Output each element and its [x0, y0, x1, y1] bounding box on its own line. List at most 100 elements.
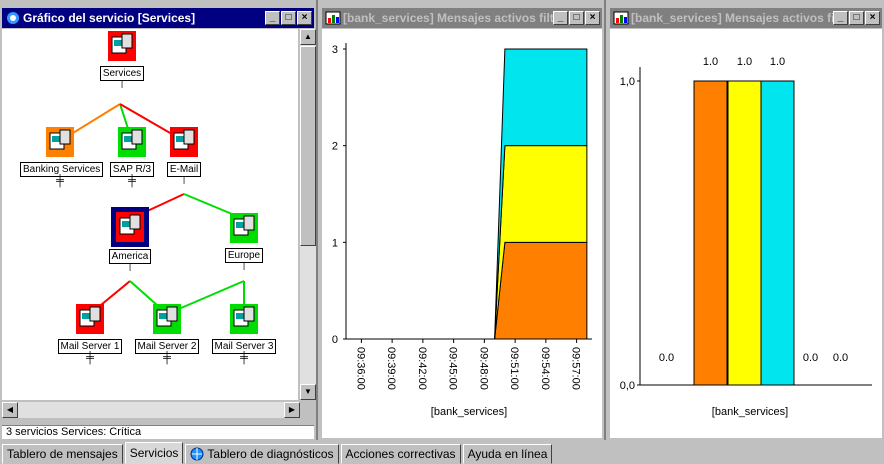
scroll-left-arrow-icon[interactable]: ◀	[2, 402, 18, 418]
expand-toggle-icon[interactable]: ╪	[163, 352, 171, 364]
collapse-toggle-icon[interactable]: ⊤	[117, 79, 127, 91]
tab-message-board[interactable]: Tablero de mensajes	[2, 444, 123, 464]
node-email[interactable]: E-Mail ⊤	[144, 127, 224, 187]
scroll-up-arrow-icon[interactable]: ▲	[300, 29, 316, 45]
node-label: Banking Services	[20, 162, 104, 177]
close-button[interactable]: ×	[585, 11, 600, 25]
tab-label: Servicios	[129, 446, 179, 460]
x-tick-label: 09:57:00	[570, 347, 582, 390]
x-axis-label: [bank_services]	[431, 406, 507, 418]
maximize-button[interactable]: □	[281, 11, 296, 25]
chart-app-icon	[325, 11, 341, 25]
horizontal-scrollbar[interactable]: ◀ ▶	[2, 402, 300, 418]
bar-value-label: 0.0	[833, 352, 848, 364]
node-europe[interactable]: Europe ⊤	[204, 213, 284, 273]
y-tick-label: 0,0	[620, 380, 635, 392]
messages-area-chart-window: [bank_services] Mensajes activos filtrad…	[320, 0, 606, 440]
close-button[interactable]: ×	[865, 11, 880, 25]
area-chart-title: [bank_services] Mensajes activos filtrad…	[343, 11, 553, 25]
node-america[interactable]: America ⊤	[90, 207, 170, 274]
node-label: Mail Server 2	[134, 339, 200, 354]
node-label: Europe	[224, 248, 264, 263]
tab-label: Ayuda en línea	[467, 447, 548, 461]
node-label: SAP R/3	[109, 162, 155, 177]
tab-label: Tablero de mensajes	[7, 447, 118, 461]
service-status-normal-icon	[230, 304, 258, 334]
bar-chart: 0,0 1,0 0.0 1.0 1.0 1.0 0.0 0.0 [bank_services]	[620, 56, 872, 418]
vertical-scrollbar[interactable]: ▲ ▼	[300, 29, 316, 400]
x-tick-label: 09:36:00	[354, 347, 366, 390]
node-mail-server-3[interactable]: Mail Server 3 ╪	[204, 304, 284, 364]
tab-diagnostics-board[interactable]: Tablero de diagnósticos	[185, 444, 339, 464]
y-tick-label: 2	[332, 141, 338, 153]
y-tick-label: 1	[332, 237, 338, 249]
status-bar: 3 servicios Services: Crítica	[2, 425, 314, 439]
x-axis-label: [bank_services]	[712, 406, 788, 418]
bar-value-label: 1.0	[703, 56, 718, 68]
node-label: Services	[99, 66, 145, 81]
service-graph-canvas: Services ⊤ Banking Services ╪ SAP R/3 ╪	[2, 29, 298, 400]
node-sap[interactable]: SAP R/3 ╪	[92, 127, 172, 187]
bar-chart-titlebar[interactable]: [bank_services] Mensajes activos filtrad…	[610, 8, 882, 28]
globe-icon	[190, 447, 204, 461]
service-status-critical-icon	[116, 212, 144, 242]
y-tick-label: 1,0	[620, 76, 635, 88]
bar	[760, 80, 795, 386]
area-series-0	[494, 241, 588, 340]
service-status-normal-icon	[230, 213, 258, 243]
tab-corrective-actions[interactable]: Acciones correctivas	[340, 444, 461, 464]
x-tick-label: 09:48:00	[477, 347, 489, 390]
scroll-thumb[interactable]	[300, 46, 316, 246]
expand-toggle-icon[interactable]: ╪	[240, 352, 248, 364]
bar-chart-title: [bank_services] Mensajes activos filtrad…	[631, 11, 833, 25]
area-series-2	[494, 48, 588, 340]
scroll-down-arrow-icon[interactable]: ▼	[300, 384, 316, 400]
minimize-button[interactable]: _	[833, 11, 848, 25]
maximize-button[interactable]: □	[849, 11, 864, 25]
bar	[693, 80, 728, 386]
node-label: America	[108, 249, 152, 264]
scroll-right-arrow-icon[interactable]: ▶	[284, 402, 300, 418]
x-tick-label: 09:51:00	[508, 347, 520, 390]
service-graph-app-icon	[7, 12, 19, 24]
tab-services[interactable]: Servicios	[124, 442, 184, 464]
y-tick-label: 0	[332, 334, 338, 346]
service-status-normal-icon	[118, 127, 146, 157]
node-services[interactable]: Services ⊤	[82, 31, 162, 91]
expand-toggle-icon[interactable]: ╪	[86, 352, 94, 364]
minimize-button[interactable]: _	[265, 11, 280, 25]
bar-chart-panel: 0,0 1,0 0.0 1.0 1.0 1.0 0.0 0.0 [bank_services]	[610, 29, 882, 438]
node-banking-services[interactable]: Banking Services ╪	[20, 127, 104, 187]
selection-highlight	[111, 207, 149, 247]
messages-bar-chart-window: [bank_services] Mensajes activos filtrad…	[608, 0, 884, 440]
service-status-normal-icon	[153, 304, 181, 334]
service-status-critical-icon	[76, 304, 104, 334]
expand-toggle-icon[interactable]: ╪	[128, 175, 136, 187]
tab-label: Acciones correctivas	[345, 447, 456, 461]
service-graph-window: Gráfico del servicio [Services] _ □ ×	[0, 0, 318, 440]
expand-toggle-icon[interactable]: ╪	[56, 175, 64, 187]
minimize-button[interactable]: _	[553, 11, 568, 25]
tab-online-help[interactable]: Ayuda en línea	[462, 444, 553, 464]
service-graph-title: Gráfico del servicio [Services]	[23, 11, 196, 25]
bar-value-label: 1.0	[770, 56, 785, 68]
collapse-toggle-icon[interactable]: ⊤	[125, 262, 135, 274]
tab-label: Tablero de diagnósticos	[207, 447, 334, 461]
bar-value-label: 1.0	[737, 56, 752, 68]
collapse-toggle-icon[interactable]: ⊤	[179, 175, 189, 187]
node-mail-server-1[interactable]: Mail Server 1 ╪	[50, 304, 130, 364]
service-status-critical-icon	[108, 31, 136, 61]
service-graph-titlebar[interactable]: Gráfico del servicio [Services] _ □ ×	[2, 8, 314, 28]
x-tick-label: 09:54:00	[539, 347, 551, 390]
service-status-critical-icon	[170, 127, 198, 157]
close-button[interactable]: ×	[297, 11, 312, 25]
bar	[727, 80, 762, 386]
area-chart: 0 1 2 3 09:36:00 09:39:00 09:42:00 09:45:00 09:4…	[332, 43, 592, 418]
collapse-toggle-icon[interactable]: ⊤	[239, 261, 249, 273]
maximize-button[interactable]: □	[569, 11, 584, 25]
node-mail-server-2[interactable]: Mail Server 2 ╪	[127, 304, 207, 364]
area-chart-titlebar[interactable]: [bank_services] Mensajes activos filtrad…	[322, 8, 602, 28]
bar-value-label: 0.0	[659, 352, 674, 364]
node-label: Mail Server 3	[211, 339, 277, 354]
y-tick-label: 3	[332, 44, 338, 56]
